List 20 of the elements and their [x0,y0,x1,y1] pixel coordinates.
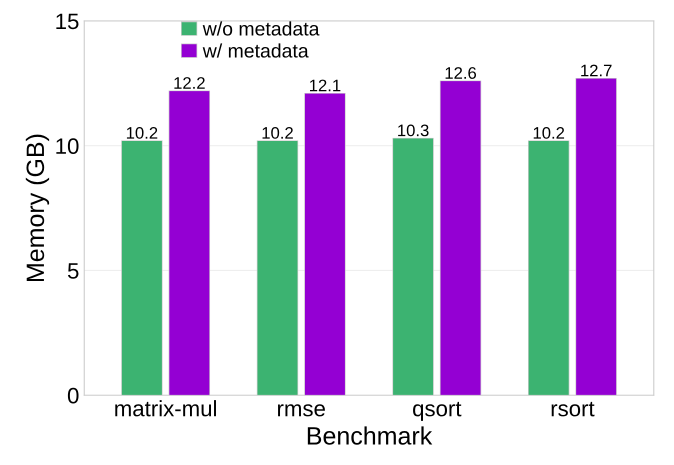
data-label: 10.3 [398,124,429,136]
y-tick-label: 0 [68,388,79,404]
data-label: 10.2 [126,127,158,139]
x-tick-label: rmse [278,404,325,416]
legend-label: w/ metadata [202,43,309,58]
y-tick-label: 15 [56,14,78,30]
data-label: 12.1 [310,80,340,92]
y-tick-label: 5 [68,263,78,279]
x-tick-label: matrix-mul [115,400,216,416]
x-tick-label: rsort [552,402,594,416]
data-label: 12.7 [581,64,612,76]
data-label: 12.2 [174,77,205,89]
y-tick-label: 10 [56,138,79,154]
x-tick-label: qsort [413,402,462,421]
legend-label: w/o metadata [202,21,320,36]
data-label: 10.2 [262,127,293,139]
data-label: 12.6 [446,67,476,79]
data-label: 10.2 [534,127,564,139]
y-axis-title: Memory (GB) [26,134,50,282]
x-axis-title: Benchmark [308,426,432,445]
